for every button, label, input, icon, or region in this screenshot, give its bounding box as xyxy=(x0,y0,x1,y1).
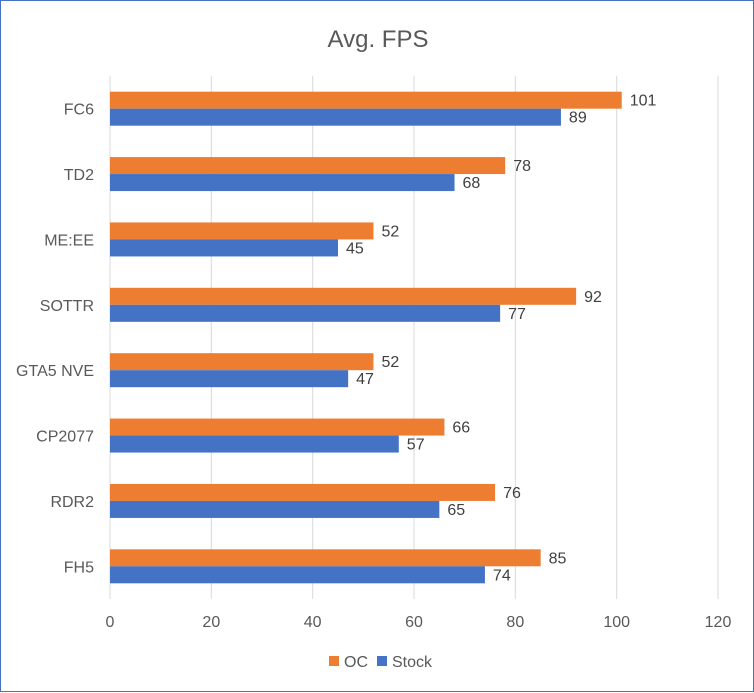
x-tick-label: 40 xyxy=(304,614,322,631)
bar-stock xyxy=(110,108,561,126)
bar-oc xyxy=(110,483,496,501)
category-label: RDR2 xyxy=(50,494,94,511)
bar-oc xyxy=(110,353,374,371)
category-label: SOTTR xyxy=(40,298,94,315)
data-label: 45 xyxy=(346,240,364,257)
legend-swatch-oc xyxy=(329,656,339,666)
category-label: FC6 xyxy=(64,102,94,119)
x-tick-label: 80 xyxy=(506,614,524,631)
bar-stock xyxy=(110,500,440,518)
data-label: 47 xyxy=(356,371,374,388)
data-label: 85 xyxy=(549,550,567,567)
value-axis: 0 20 40 60 80 100 120 xyxy=(106,614,732,631)
bar-stock xyxy=(110,174,455,192)
data-label: 77 xyxy=(508,306,526,323)
category-label: CP2077 xyxy=(36,429,94,446)
chart-title: Avg. FPS xyxy=(328,26,429,53)
data-label: 74 xyxy=(493,567,511,584)
data-label: 89 xyxy=(569,110,587,127)
data-label: 52 xyxy=(381,223,399,240)
bar-oc xyxy=(110,91,622,109)
x-tick-label: 60 xyxy=(405,614,423,631)
bar-oc xyxy=(110,549,541,567)
data-label: 76 xyxy=(503,485,521,502)
category-label: FH5 xyxy=(64,559,94,576)
data-label: 78 xyxy=(513,158,531,175)
bar-oc xyxy=(110,157,506,175)
category-label: ME:EE xyxy=(44,232,94,249)
data-labels: 101 89 78 68 52 45 92 77 52 47 66 57 76 65 85 74 xyxy=(346,93,657,585)
x-tick-label: 20 xyxy=(202,614,220,631)
bar-oc xyxy=(110,418,445,436)
data-label: 101 xyxy=(630,93,657,110)
data-label: 68 xyxy=(463,175,481,192)
x-tick-label: 120 xyxy=(705,614,732,631)
gridlines xyxy=(109,76,719,599)
x-tick-label: 0 xyxy=(106,614,115,631)
bar-stock xyxy=(110,435,399,453)
legend-label-stock: Stock xyxy=(392,654,433,671)
bar-oc xyxy=(110,287,577,305)
data-label: 92 xyxy=(584,289,602,306)
x-tick-label: 100 xyxy=(603,614,630,631)
bar-stock xyxy=(110,239,338,257)
legend: OC Stock xyxy=(329,654,433,671)
category-axis: FC6 TD2 ME:EE SOTTR GTA5 NVE CP2077 RDR2 FH5 xyxy=(16,102,94,577)
legend-label-oc: OC xyxy=(344,654,368,671)
data-label: 66 xyxy=(452,420,470,437)
data-label: 52 xyxy=(381,354,399,371)
data-label: 65 xyxy=(447,502,465,519)
bars xyxy=(110,91,622,584)
bar-stock xyxy=(110,566,485,584)
category-label: TD2 xyxy=(64,167,94,184)
bar-oc xyxy=(110,222,374,240)
bar-stock xyxy=(110,370,349,388)
legend-swatch-stock xyxy=(377,656,387,666)
data-label: 57 xyxy=(407,437,425,454)
category-label: GTA5 NVE xyxy=(16,363,94,380)
bar-stock xyxy=(110,304,501,322)
